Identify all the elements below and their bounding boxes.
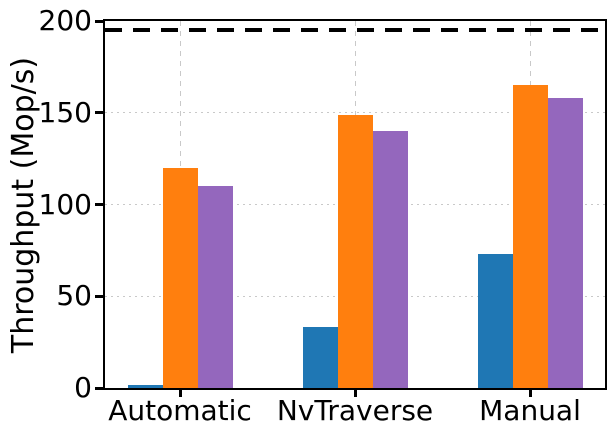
bar-automatic-series-3-purple (197, 186, 233, 388)
bar-automatic-series-2-orange (162, 167, 198, 388)
y-tick-label: 150 (38, 95, 92, 129)
x-tick-mark (528, 390, 532, 397)
bar-nvtraverse-series-2-orange (337, 114, 373, 388)
y-tick-label: 0 (74, 371, 92, 404)
y-tick-mark (95, 294, 103, 298)
y-tick-mark (95, 19, 103, 23)
x-tick-mark (353, 390, 357, 397)
y-tick-label: 200 (38, 4, 92, 37)
bar-manual-series-3-purple (547, 98, 583, 388)
bar-nvtraverse-series-1-blue (302, 327, 338, 388)
x-tick-label: Automatic (108, 394, 252, 427)
bar-manual-series-1-blue (477, 254, 513, 388)
x-tick-label: Manual (479, 394, 581, 427)
bar-automatic-series-1-blue (127, 385, 163, 388)
bar-manual-series-2-orange (512, 85, 548, 388)
bar-nvtraverse-series-3-purple (372, 131, 408, 388)
reference-dashed-line (105, 28, 605, 33)
y-tick-mark (95, 386, 103, 390)
y-tick-label: 100 (38, 187, 92, 221)
y-tick-mark (95, 203, 103, 206)
y-tick-label: 50 (56, 279, 92, 313)
plot-area (103, 19, 607, 390)
y-tick-mark (95, 111, 103, 115)
x-tick-mark (178, 390, 182, 397)
x-tick-label: NvTraverse (276, 394, 434, 427)
